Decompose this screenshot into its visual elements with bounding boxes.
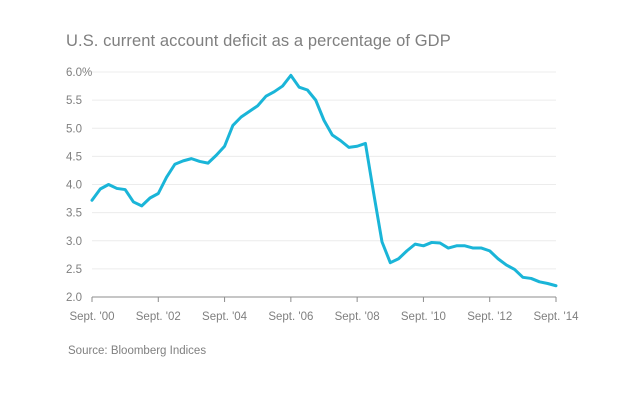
grid-lines: [92, 71, 556, 270]
y-axis-labels: 2.0 2.5 3.0 3.5 4.0 4.5 5.0 5.5 6.0%: [66, 67, 92, 304]
x-tick-label: Sept. '00: [69, 311, 114, 323]
x-tick-label: Sept. '14: [533, 311, 579, 323]
y-tick-label: 5.5: [66, 95, 82, 107]
y-tick-label: 2.0: [66, 292, 82, 304]
y-tick-label: 5.0: [66, 123, 82, 135]
x-axis: Sept. '00 Sept. '02 Sept. '04 Sept. '06 Sept…: [69, 296, 579, 323]
y-tick-label: 2.5: [66, 264, 82, 276]
x-tick-label: Sept. '06: [268, 311, 313, 323]
y-tick-label: 3.5: [66, 208, 82, 220]
y-tick-label: 6.0%: [66, 67, 92, 79]
x-tick-label: Sept. '02: [136, 311, 181, 323]
y-tick-label: 3.0: [66, 236, 82, 248]
y-tick-label: 4.5: [66, 151, 82, 163]
series-layer: [90, 73, 558, 288]
x-tick-label: Sept. '10: [401, 311, 446, 323]
chart-title: U.S. current account deficit as a percen…: [66, 32, 451, 50]
x-tick-label: Sept. '04: [202, 311, 248, 323]
series-line: [90, 73, 558, 288]
y-tick-label: 4.0: [66, 180, 82, 192]
x-tick-label: Sept. '08: [335, 311, 380, 323]
x-tick-label: Sept. '12: [467, 311, 512, 323]
chart-source: Source: Bloomberg Indices: [68, 345, 207, 357]
